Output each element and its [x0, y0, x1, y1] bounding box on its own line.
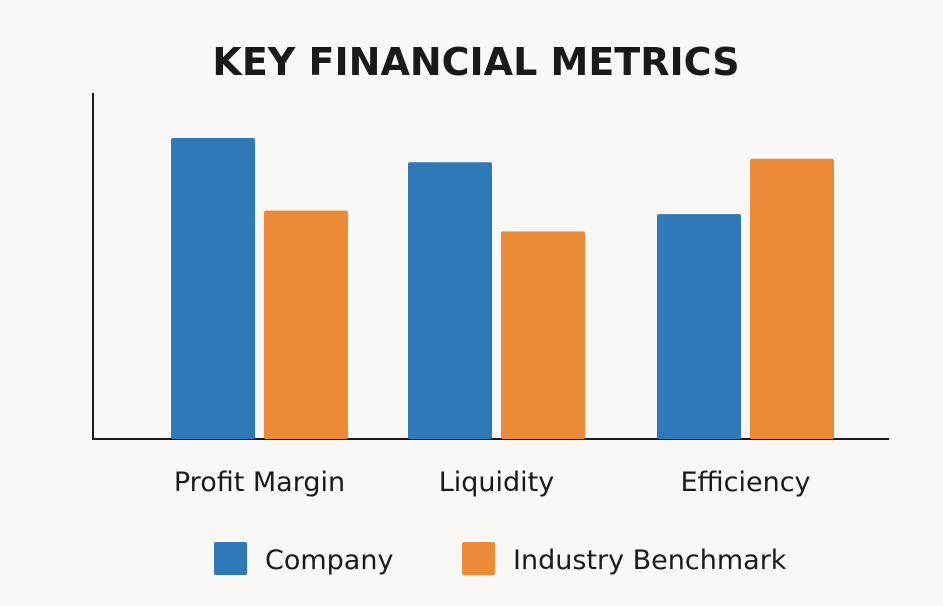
x-tick-label-profit-margin: Profit Margin [174, 467, 345, 498]
bar-industry-benchmark-profit-margin [264, 210, 348, 439]
bar-industry-benchmark-liquidity [501, 231, 585, 439]
chart-title: KEY FINANCIAL METRICS [212, 40, 739, 84]
legend-label-industry-benchmark: Industry Benchmark [513, 545, 787, 576]
bar-company-efficiency [657, 214, 741, 439]
bar-company-profit-margin [171, 137, 255, 440]
x-tick-label-efficiency: Efficiency [680, 467, 810, 498]
bar-industry-benchmark-efficiency [750, 158, 834, 440]
bar-company-liquidity [408, 162, 492, 439]
legend: Company Industry Benchmark [214, 542, 787, 576]
legend-label-company: Company [265, 545, 393, 576]
x-tick-label-liquidity: Liquidity [439, 467, 555, 498]
legend-swatch-industry-benchmark [462, 542, 495, 575]
legend-swatch-company [214, 542, 247, 575]
x-tick-labels: Profit Margin Liquidity Efficiency [174, 467, 811, 498]
bars-group [171, 137, 834, 440]
